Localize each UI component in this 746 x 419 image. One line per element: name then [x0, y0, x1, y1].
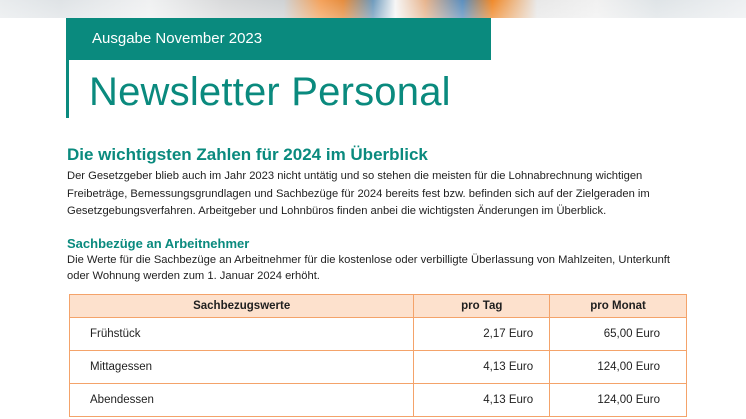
- table-row: Frühstück 2,17 Euro 65,00 Euro: [68, 317, 687, 351]
- table-header: Sachbezugswerte: [68, 294, 415, 318]
- issue-banner: Ausgabe November 2023: [69, 18, 491, 60]
- table-cell: 124,00 Euro: [549, 350, 687, 384]
- article-heading: Die wichtigsten Zahlen für 2024 im Überb…: [67, 145, 428, 164]
- section-text: Die Werte für die Sachbezüge an Arbeitne…: [67, 254, 671, 282]
- table-cell: Frühstück: [68, 317, 415, 351]
- table-cell: 2,17 Euro: [413, 317, 551, 351]
- table-cell: 65,00 Euro: [549, 317, 687, 351]
- table-cell: 124,00 Euro: [549, 383, 687, 417]
- table-cell: 4,13 Euro: [413, 383, 551, 417]
- table-cell: 4,13 Euro: [413, 350, 551, 384]
- table-header-row: Sachbezugswerte pro Tag pro Monat: [68, 294, 687, 318]
- table-cell: Mittagessen: [68, 350, 415, 384]
- article-intro: Der Gesetzgeber blieb auch im Jahr 2023 …: [67, 170, 650, 217]
- table-row: Abendessen 4,13 Euro 124,00 Euro: [68, 383, 687, 417]
- accent-line: [66, 18, 69, 118]
- newsletter-title: Newsletter Personal: [89, 70, 451, 114]
- table-cell: Abendessen: [68, 383, 415, 417]
- issue-label: Ausgabe November 2023: [92, 30, 263, 47]
- table-row: Mittagessen 4,13 Euro 124,00 Euro: [68, 350, 687, 384]
- sachbezug-table: Sachbezugswerte pro Tag pro Monat Frühst…: [68, 294, 687, 417]
- section-heading: Sachbezüge an Arbeitnehmer: [67, 236, 250, 251]
- header-photo: [0, 0, 746, 18]
- table-header: pro Monat: [549, 294, 687, 318]
- table-header: pro Tag: [413, 294, 551, 318]
